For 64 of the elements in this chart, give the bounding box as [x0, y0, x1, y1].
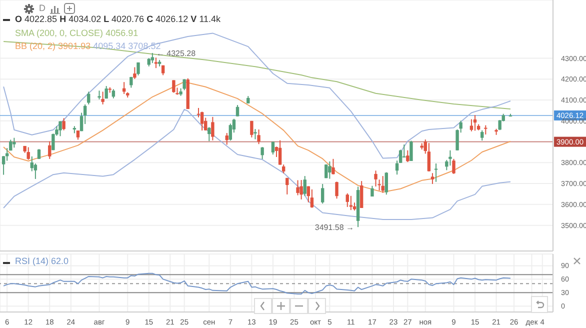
candlestick — [48, 140, 52, 160]
candlestick — [470, 118, 474, 132]
candlestick — [250, 120, 254, 138]
candlestick — [101, 91, 104, 105]
candlestick — [296, 180, 300, 196]
candlestick — [332, 158, 335, 175]
candlestick — [410, 140, 413, 162]
candlestick — [346, 192, 349, 208]
text: O 4022.85 H 4034.02 L 4020.76 C 4026.12 V 11.4k — [15, 14, 221, 24]
candlestick — [150, 52, 154, 64]
candlestick — [303, 176, 306, 197]
candlestick — [236, 104, 240, 117]
candlestick — [335, 181, 338, 200]
series-label: RSI (14) — [15, 256, 49, 266]
candlestick — [225, 132, 228, 146]
candlestick — [208, 126, 211, 142]
candlestick — [104, 86, 108, 100]
candlestick — [320, 183, 324, 204]
candlestick — [300, 180, 303, 200]
candlestick — [260, 146, 264, 160]
candlestick — [58, 120, 62, 137]
line-series — [3, 108, 511, 220]
candlestick — [112, 88, 116, 99]
candlestick — [228, 123, 232, 142]
annotation: 4056.91 — [106, 28, 138, 38]
candlestick — [328, 160, 332, 180]
candlestick — [62, 118, 66, 131]
candlestick — [434, 163, 438, 182]
candlestick — [271, 141, 275, 156]
annotation: D — [39, 3, 46, 13]
annotation: 4095.34 — [92, 41, 126, 51]
line-series — [3, 272, 511, 295]
candlestick — [484, 124, 488, 135]
candlestick — [182, 78, 186, 91]
candlestick — [381, 176, 384, 194]
candlestick — [384, 172, 388, 196]
candlestick — [26, 146, 30, 160]
candlestick — [448, 150, 452, 166]
line-series — [3, 81, 511, 193]
candlestick — [211, 116, 214, 141]
candlestick — [427, 142, 431, 172]
series-label: SMA (200, 0, CLOSE) — [15, 28, 104, 38]
candlestick — [136, 62, 140, 76]
candlestick — [133, 66, 136, 80]
candlestick — [200, 111, 204, 132]
candlestick — [154, 57, 158, 69]
candlestick — [360, 180, 364, 208]
annotation: 3491.58 → — [314, 222, 354, 232]
line-series — [3, 41, 511, 110]
candlestick — [172, 80, 176, 94]
candlestick — [254, 128, 257, 140]
candlestick — [12, 137, 16, 148]
candlestick — [406, 150, 410, 163]
candlestick — [374, 170, 378, 187]
candlestick — [37, 148, 41, 160]
candlestick — [473, 114, 477, 132]
candlestick — [310, 188, 314, 208]
candlestick — [286, 177, 289, 195]
candlestick — [452, 158, 456, 174]
candlestick — [76, 130, 80, 140]
candlestick — [257, 128, 260, 145]
candlestick — [430, 172, 434, 184]
annotation: 62.0 — [51, 256, 69, 266]
candlestick — [480, 130, 484, 142]
